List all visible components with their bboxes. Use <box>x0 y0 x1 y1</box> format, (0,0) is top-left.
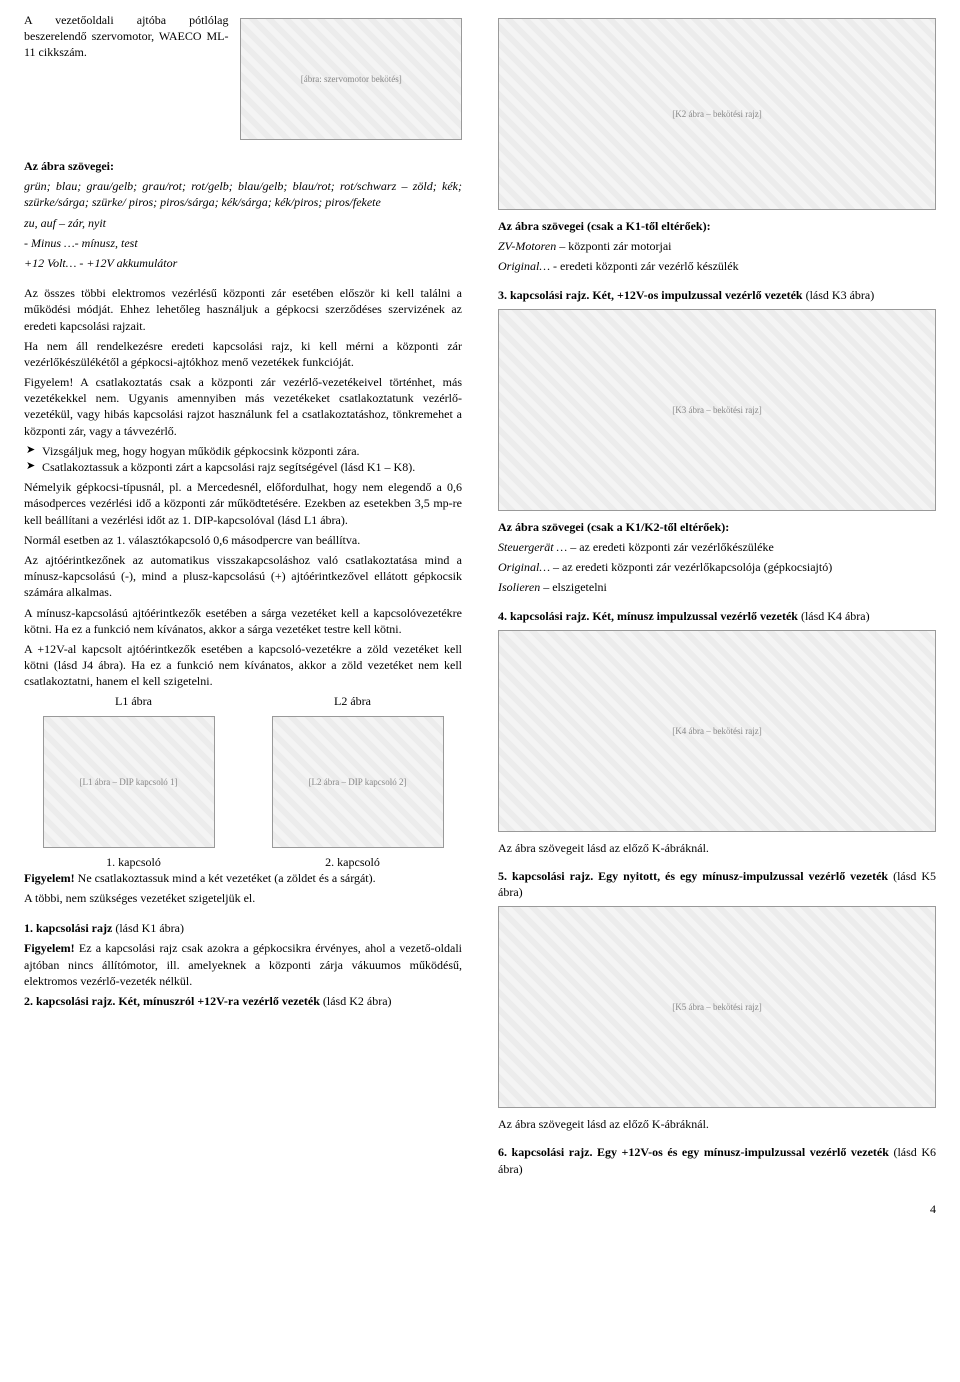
figure-k4: [K4 ábra – bekötési rajz] <box>498 630 936 832</box>
legA-1: ZV-Motoren – központi zár motorjai <box>498 238 936 254</box>
k2-ref: (lásd K2 ábra) <box>320 994 392 1008</box>
switch-labels: 1. kapcsoló 2. kapcsoló <box>24 854 462 870</box>
k4-line: 4. kapcsolási rajz. Két, mínusz impulzus… <box>498 608 936 624</box>
k3-ref: (lásd K3 ábra) <box>803 288 875 302</box>
k2-title: 2. kapcsolási rajz. Két, mínuszról +12V-… <box>24 994 320 1008</box>
legC: Az ábra szövegeit lásd az előző K-ábrákn… <box>498 840 936 856</box>
l-figures: [L1 ábra – DIP kapcsoló 1] [L2 ábra – DI… <box>24 716 462 848</box>
k3-title: 3. kapcsolási rajz. Két, +12V-os impulzu… <box>498 288 803 302</box>
body3: Figyelem! A csatlakoztatás csak a közpon… <box>24 374 462 439</box>
page-number: 4 <box>24 1201 936 1217</box>
k1-body: Figyelem! Ez a kapcsolási rajz csak azok… <box>24 940 462 989</box>
legA-title: Az ábra szövegei (csak a K1-től eltérőek… <box>498 218 936 234</box>
body1: Az összes többi elektromos vezérlésű köz… <box>24 285 462 334</box>
k4-ref: (lásd K4 ábra) <box>798 609 870 623</box>
k2-line: 2. kapcsolási rajz. Két, mínuszról +12V-… <box>24 993 462 1009</box>
k5-line: 5. kapcsolási rajz. Egy nyitott, és egy … <box>498 868 936 900</box>
legB-2: Original… – az eredeti központi zár vezé… <box>498 559 936 575</box>
legB-3: Isolieren – elszigetelni <box>498 579 936 595</box>
legend-colors: grün; blau; grau/gelb; grau/rot; rot/gel… <box>24 178 462 210</box>
bullet-1: Vizsgáljuk meg, hogy hogyan működik gépk… <box>24 443 462 459</box>
legend-12v: +12 Volt… - +12V akkumulátor <box>24 255 462 271</box>
warn1b: A többi, nem szükséges vezetéket szigete… <box>24 890 462 906</box>
right-column: [K2 ábra – bekötési rajz] Az ábra szöveg… <box>498 12 936 1181</box>
intro-driver-text: A vezetőoldali ajtóba pótlólag beszerele… <box>24 12 228 61</box>
figure-top: [ábra: szervomotor bekötés] <box>240 18 462 140</box>
k6-title: 6. kapcsolási rajz. Egy +12V-os és egy m… <box>498 1145 889 1159</box>
k1-line: 1. kapcsolási rajz (lásd K1 ábra) <box>24 920 462 936</box>
figure-top-wrap: [ábra: szervomotor bekötés] <box>240 12 462 148</box>
legD: Az ábra szövegeit lásd az előző K-ábrákn… <box>498 1116 936 1132</box>
legB-1: Steuergerät … – az eredeti központi zár … <box>498 539 936 555</box>
legA-2: Original… - eredeti központi zár vezérlő… <box>498 258 936 274</box>
intro-driver: A vezetőoldali ajtóba pótlólag beszerele… <box>24 12 228 65</box>
figure-k2: [K2 ábra – bekötési rajz] <box>498 18 936 210</box>
k6-line: 6. kapcsolási rajz. Egy +12V-os és egy m… <box>498 1144 936 1176</box>
body4: Némelyik gépkocsi-típusnál, pl. a Merced… <box>24 479 462 528</box>
body6: Az ajtóérintkezőnek az automatikus vissz… <box>24 552 462 601</box>
k1-body-b: Figyelem! <box>24 941 75 955</box>
k5-title: 5. kapcsolási rajz. Egy nyitott, és egy … <box>498 869 888 883</box>
k3-line: 3. kapcsolási rajz. Két, +12V-os impulzu… <box>498 287 936 303</box>
sw2-label: 2. kapcsoló <box>325 854 380 870</box>
k1-ref: (lásd K1 ábra) <box>112 921 184 935</box>
body7: A mínusz-kapcsolású ajtóérintkezők eseté… <box>24 605 462 637</box>
legend-zu-auf: zu, auf – zár, nyit <box>24 215 462 231</box>
body2: Ha nem áll rendelkezésre eredeti kapcsol… <box>24 338 462 370</box>
legend-title: Az ábra szövegei: <box>24 158 462 174</box>
k4-title: 4. kapcsolási rajz. Két, mínusz impulzus… <box>498 609 798 623</box>
bullet-list: Vizsgáljuk meg, hogy hogyan működik gépk… <box>24 443 462 475</box>
figure-k5: [K5 ábra – bekötési rajz] <box>498 906 936 1108</box>
l1-label: L1 ábra <box>115 693 152 709</box>
legB-title: Az ábra szövegei (csak a K1/K2-től eltér… <box>498 519 936 535</box>
body5: Normál esetben az 1. választókapcsoló 0,… <box>24 532 462 548</box>
figure-l2: [L2 ábra – DIP kapcsoló 2] <box>272 716 444 848</box>
warn1-b: Figyelem! <box>24 871 75 885</box>
l-labels: L1 ábra L2 ábra <box>24 693 462 709</box>
body8: A +12V-al kapcsolt ajtóérintkezők esetéb… <box>24 641 462 690</box>
left-column: A vezetőoldali ajtóba pótlólag beszerele… <box>24 12 462 1013</box>
two-column-layout: A vezetőoldali ajtóba pótlólag beszerele… <box>24 12 936 1181</box>
sw1-label: 1. kapcsoló <box>106 854 161 870</box>
bullet-2: Csatlakoztassuk a központi zárt a kapcso… <box>24 459 462 475</box>
warn1: Figyelem! Ne csatlakoztassuk mind a két … <box>24 870 462 886</box>
legend-minus: - Minus …- mínusz, test <box>24 235 462 251</box>
top-row: A vezetőoldali ajtóba pótlólag beszerele… <box>24 12 462 148</box>
figure-l1: [L1 ábra – DIP kapcsoló 1] <box>43 716 215 848</box>
l2-label: L2 ábra <box>334 693 371 709</box>
k1-title: 1. kapcsolási rajz <box>24 921 112 935</box>
figure-k3: [K3 ábra – bekötési rajz] <box>498 309 936 511</box>
